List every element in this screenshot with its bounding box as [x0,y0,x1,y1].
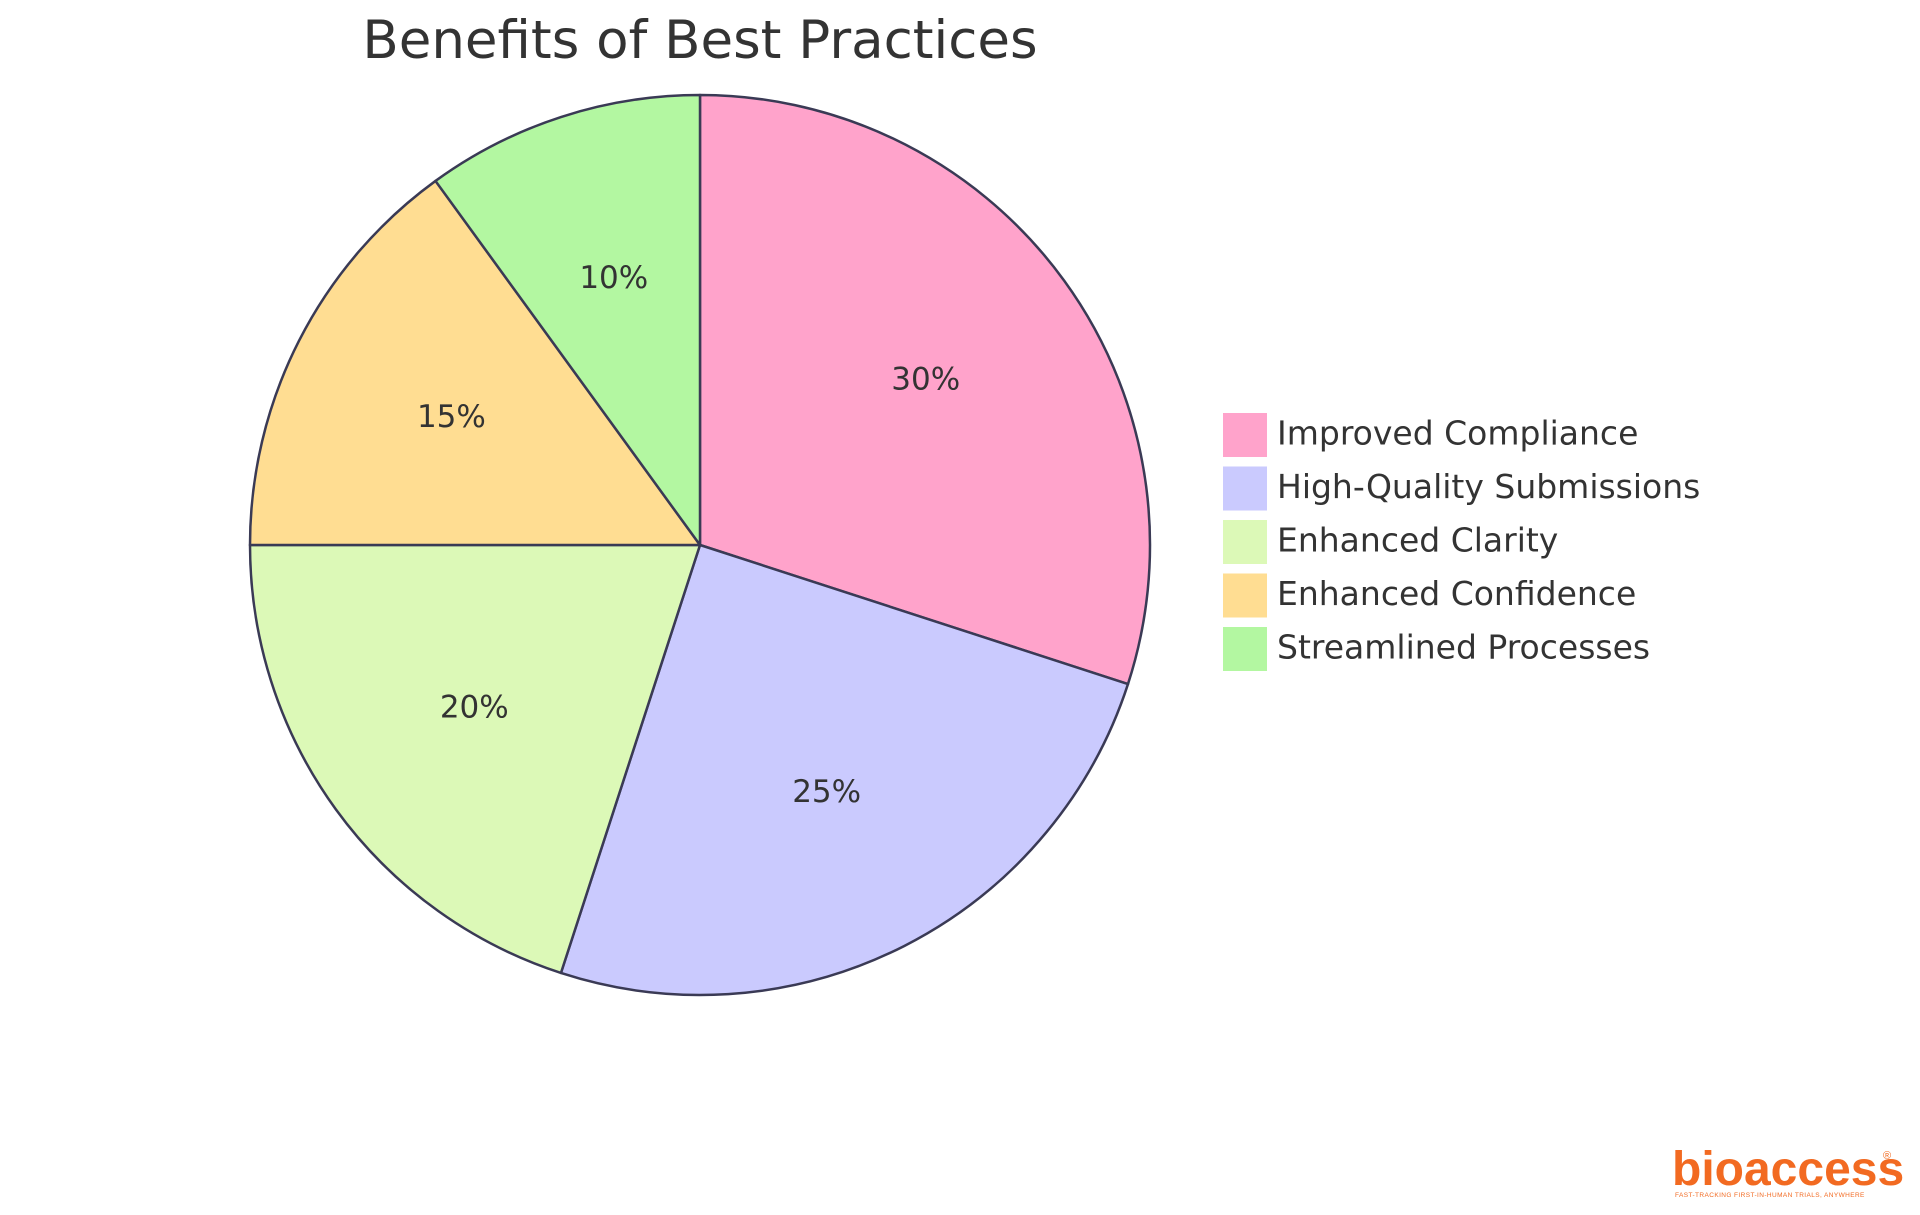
legend-item-enhanced-clarity: Enhanced Clarity [1223,520,1558,564]
legend-swatch-streamlined-processes [1223,627,1267,671]
legend-item-streamlined-processes: Streamlined Processes [1223,627,1650,671]
legend-label-streamlined-processes: Streamlined Processes [1277,628,1650,667]
chart-title: Benefits of Best Practices [362,10,1037,71]
pie-slice-enhanced-confidence [248,179,702,547]
pie-slices [248,93,1152,997]
slice-label-enhanced-clarity: 20% [440,689,509,725]
slice-label-high-quality-submissions: 25% [792,774,861,810]
brand-registered-mark: ® [1883,1150,1891,1162]
legend-label-high-quality-submissions: High-Quality Submissions [1277,467,1700,506]
bioaccess-logo: bioaccess ® FAST-TRACKING FIRST-IN-HUMAN… [1672,1143,1904,1199]
legend-item-high-quality-submissions: High-Quality Submissions [1223,466,1700,511]
slice-label-enhanced-confidence: 15% [417,399,486,435]
legend-label-improved-compliance: Improved Compliance [1277,414,1638,453]
brand-tagline: FAST-TRACKING FIRST-IN-HUMAN TRIALS, ANY… [1675,1192,1865,1199]
pie-slice-enhanced-clarity [248,543,702,975]
legend-swatch-enhanced-clarity [1223,520,1267,564]
legend-swatch-high-quality-submissions [1223,466,1267,511]
brand-name: bioaccess [1672,1143,1904,1196]
pie-slice-labels: 30% 25% 20% 15% 10% [417,260,960,810]
legend-label-enhanced-clarity: Enhanced Clarity [1277,521,1558,560]
pie-slice-improved-compliance [698,93,1152,686]
pie-slice-high-quality-submissions [559,543,1130,997]
chart-legend: Improved Compliance High-Quality Submissi… [1223,413,1700,671]
legend-item-improved-compliance: Improved Compliance [1223,413,1638,457]
legend-label-enhanced-confidence: Enhanced Confidence [1277,574,1636,613]
slice-label-streamlined-processes: 10% [579,260,648,296]
legend-swatch-improved-compliance [1223,413,1267,457]
legend-item-enhanced-confidence: Enhanced Confidence [1223,573,1636,618]
legend-swatch-enhanced-confidence [1223,573,1267,618]
slice-label-improved-compliance: 30% [891,362,960,398]
pie-slice-streamlined-processes [434,93,702,547]
